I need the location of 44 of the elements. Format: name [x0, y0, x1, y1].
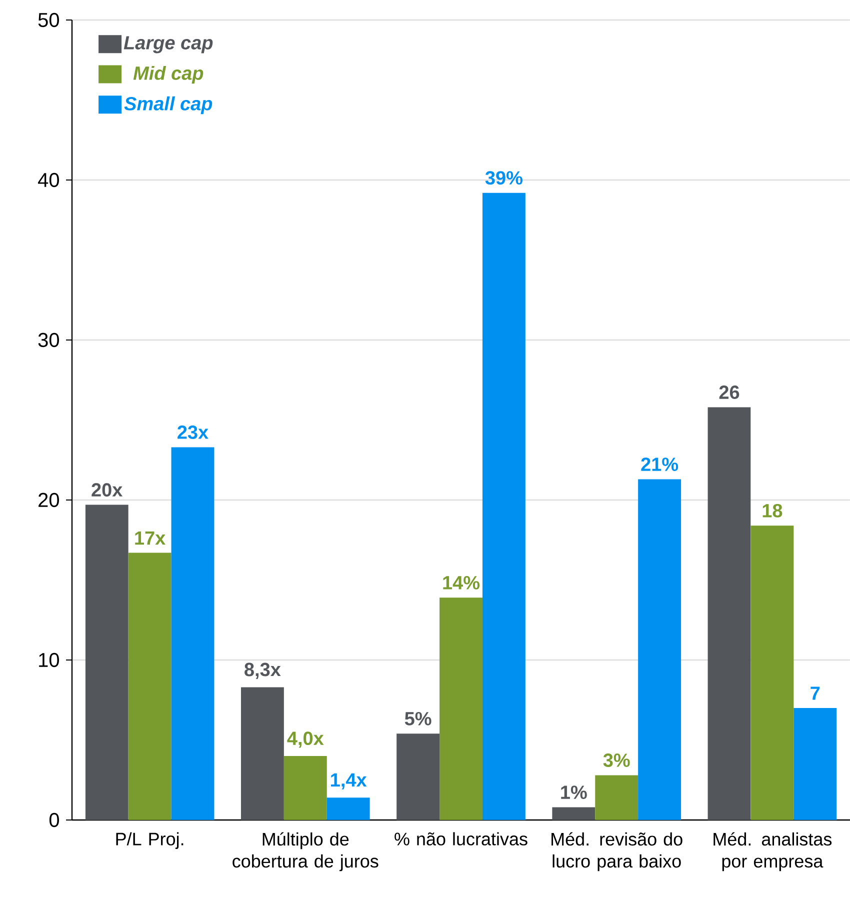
bar [708, 407, 751, 820]
y-tick-label: 20 [38, 492, 60, 508]
bar [171, 447, 214, 820]
bar [440, 598, 482, 820]
bar [85, 504, 128, 820]
data-label: 18 [762, 504, 782, 518]
bar [638, 479, 682, 820]
x-tick-label: P/L Proj. [116, 832, 184, 849]
bar [750, 526, 794, 820]
data-label: 14% [443, 576, 480, 590]
bar [240, 687, 284, 820]
data-label: 26 [719, 386, 740, 399]
data-label: 1,4x [331, 773, 367, 790]
data-label: 17x [135, 532, 166, 545]
x-tick-label: Múltiplo de cobertura de juros [232, 832, 378, 872]
x-tick-label: Méd. revisão do lucro para baixo [552, 832, 682, 872]
y-tick-label: 50 [38, 12, 60, 28]
bar [794, 708, 837, 820]
data-label: 3% [603, 754, 630, 768]
x-tick-label: Méd. analistas por empresa [714, 832, 832, 872]
bar [284, 756, 327, 820]
bar [128, 552, 172, 820]
bar [482, 192, 526, 820]
y-tick-label: 10 [39, 652, 60, 668]
data-label: 5% [404, 712, 432, 726]
data-label: 20x [92, 483, 123, 497]
bar [396, 734, 440, 820]
x-tick-label: % não lucrativas [394, 832, 528, 846]
bar [595, 775, 638, 820]
y-tick-label: 40 [38, 172, 60, 188]
legend-label: Large cap [124, 36, 213, 54]
legend-label: Mid cap [133, 66, 204, 84]
data-label: 23x [178, 426, 208, 440]
data-label: 8,3x [244, 662, 281, 679]
y-tick-label: 30 [38, 332, 60, 348]
y-tick-label: 0 [49, 812, 60, 828]
bar [552, 807, 596, 820]
data-label: 4,0x [287, 732, 324, 748]
data-label: 39% [485, 171, 522, 185]
data-label: 1% [561, 786, 587, 799]
data-label: 21% [641, 458, 678, 471]
bar [326, 798, 370, 820]
data-label: 7 [810, 686, 820, 700]
legend-label: Small cap [124, 96, 212, 114]
